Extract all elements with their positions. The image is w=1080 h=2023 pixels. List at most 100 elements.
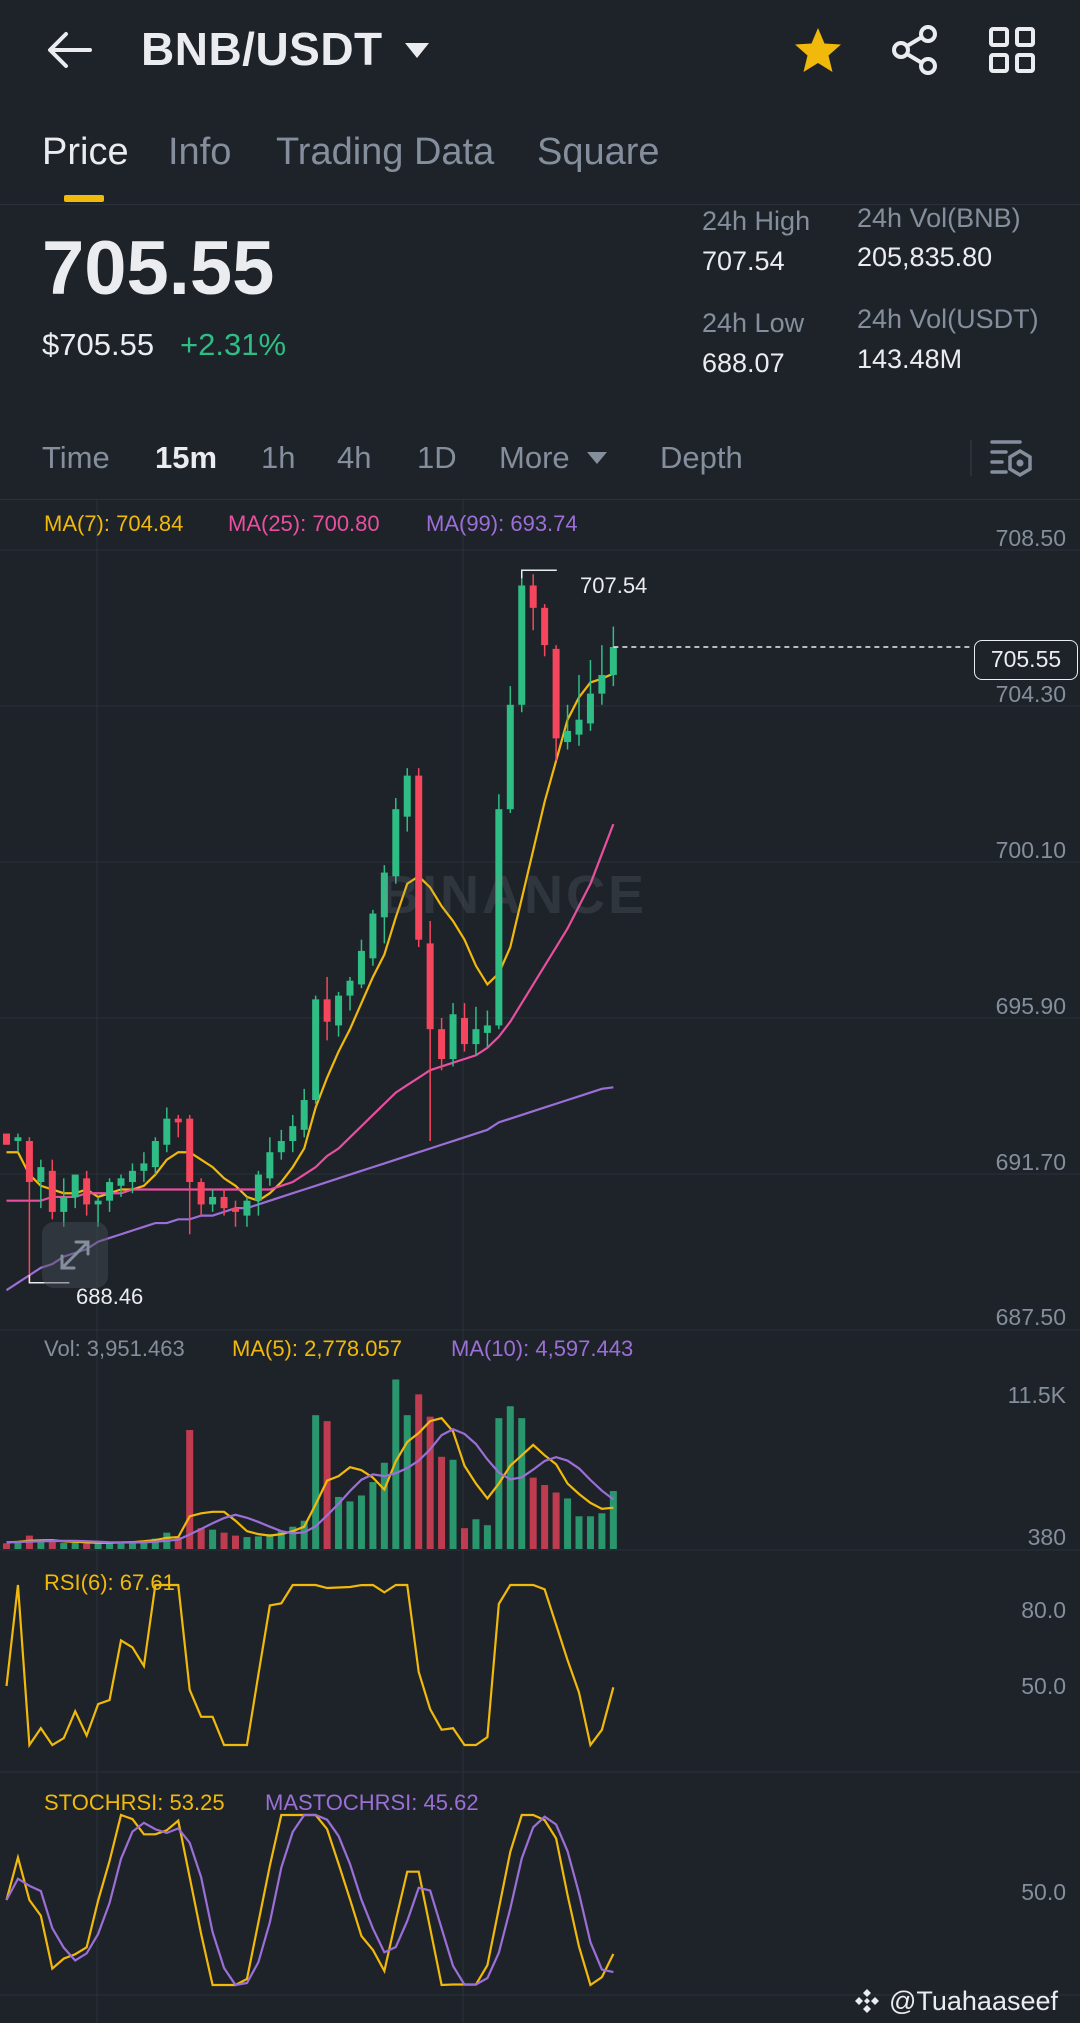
volume-bar bbox=[415, 1394, 423, 1549]
candle-body bbox=[232, 1208, 239, 1212]
high-marker-line bbox=[521, 569, 557, 579]
interval-4h[interactable]: 4h bbox=[337, 440, 372, 475]
price-axis-3: 695.90 bbox=[995, 993, 1066, 1019]
volume-bar bbox=[3, 1543, 10, 1549]
candle-body bbox=[506, 704, 514, 810]
star-icon[interactable] bbox=[792, 26, 844, 76]
price-change: +2.31% bbox=[180, 327, 287, 362]
candle-body bbox=[335, 995, 343, 1026]
candle-body bbox=[60, 1196, 68, 1212]
candle-body bbox=[552, 648, 560, 739]
candle-body bbox=[495, 809, 503, 1026]
volume-bar bbox=[529, 1477, 537, 1549]
volume-bar bbox=[37, 1541, 45, 1549]
grid-icon[interactable] bbox=[988, 26, 1036, 74]
back-arrow-icon[interactable] bbox=[46, 30, 92, 70]
candle-body bbox=[48, 1170, 56, 1212]
pair-title[interactable]: BNB/USDT bbox=[141, 23, 383, 75]
volume-bar bbox=[254, 1536, 262, 1549]
indicator-settings-icon[interactable] bbox=[990, 438, 1034, 478]
vol-quote-label: 24h Vol(USDT) bbox=[857, 304, 1039, 334]
top-bar: BNB/USDT bbox=[0, 0, 1080, 100]
candle-body bbox=[461, 1017, 468, 1045]
volume-bar bbox=[140, 1540, 148, 1549]
expand-icon bbox=[60, 1240, 90, 1270]
tab-bar: Price Info Trading Data Square bbox=[0, 125, 1080, 205]
volume-bar bbox=[209, 1529, 217, 1549]
volume-bar bbox=[449, 1459, 457, 1549]
candle-body bbox=[140, 1163, 148, 1171]
candle-body bbox=[163, 1118, 171, 1145]
low-label: 24h Low bbox=[702, 308, 805, 338]
more-caret-icon[interactable] bbox=[587, 452, 607, 465]
chart-marks bbox=[28, 569, 972, 1284]
interval-bar: Time 15m 1h 4h 1D More Depth bbox=[0, 430, 1080, 500]
volume-bar bbox=[483, 1525, 491, 1549]
candle-body bbox=[369, 913, 377, 959]
volume-bar bbox=[586, 1516, 594, 1549]
candle-body bbox=[71, 1174, 79, 1197]
candle-body bbox=[392, 809, 400, 877]
author-handle: @Tuahaaseef bbox=[888, 1986, 1058, 2016]
chart-grid bbox=[0, 500, 1080, 2023]
volume-bar bbox=[151, 1538, 159, 1549]
volume-bar bbox=[323, 1421, 331, 1549]
volume-bar bbox=[541, 1485, 549, 1549]
binance-watermark: BINANCE bbox=[380, 865, 648, 925]
volume-bar bbox=[232, 1535, 239, 1549]
candle-body bbox=[83, 1178, 91, 1205]
tab-price[interactable]: Price bbox=[42, 131, 129, 173]
candle-body bbox=[518, 585, 526, 705]
volume-ma10-label: MA(10): 4,597.443 bbox=[451, 1336, 634, 1361]
volume-bar bbox=[598, 1513, 606, 1549]
volume-bar bbox=[461, 1528, 468, 1549]
interval-more[interactable]: More bbox=[499, 440, 570, 475]
tab-info[interactable]: Info bbox=[168, 131, 232, 173]
vol-base-label: 24h Vol(BNB) bbox=[857, 203, 1021, 233]
candle-body bbox=[209, 1196, 217, 1205]
volume-bar bbox=[174, 1537, 182, 1549]
volume-bar bbox=[346, 1501, 354, 1549]
expand-chart-button[interactable] bbox=[42, 1222, 108, 1288]
vol-base-value: 205,835.80 bbox=[857, 242, 993, 272]
volume-bar bbox=[60, 1543, 68, 1549]
volume-bar bbox=[438, 1456, 446, 1549]
interval-1d[interactable]: 1D bbox=[417, 440, 457, 475]
volume-bar bbox=[197, 1528, 205, 1549]
interval-15m[interactable]: 15m bbox=[155, 440, 218, 475]
tab-trading-data[interactable]: Trading Data bbox=[276, 131, 495, 173]
mastochrsi-label: MASTOCHRSI: 45.62 bbox=[265, 1790, 479, 1815]
volume-bars bbox=[3, 1379, 617, 1549]
rsi-axis-50: 50.0 bbox=[1021, 1673, 1066, 1699]
candle-body bbox=[220, 1196, 228, 1209]
candle-body bbox=[151, 1141, 159, 1168]
candle-body bbox=[14, 1137, 22, 1142]
tab-square[interactable]: Square bbox=[537, 131, 660, 173]
candle-body bbox=[37, 1167, 45, 1183]
volume-bar bbox=[243, 1537, 251, 1549]
interval-1h[interactable]: 1h bbox=[261, 440, 296, 475]
volume-bar bbox=[369, 1482, 377, 1549]
candle-body bbox=[128, 1170, 136, 1183]
candle-body bbox=[3, 1133, 10, 1145]
volume-bar bbox=[220, 1532, 228, 1549]
ma-line-2 bbox=[5, 1086, 614, 1292]
candle-body bbox=[323, 999, 331, 1022]
volume-bar bbox=[506, 1406, 514, 1549]
share-icon[interactable] bbox=[890, 24, 940, 76]
caret-down-icon[interactable] bbox=[405, 43, 429, 59]
rsi-label: RSI(6): 67.61 bbox=[44, 1570, 175, 1595]
volume-bar bbox=[14, 1542, 22, 1549]
volume-bar bbox=[94, 1543, 102, 1549]
volume-bar bbox=[289, 1526, 297, 1549]
volume-bar bbox=[128, 1541, 136, 1549]
volume-bar bbox=[357, 1495, 365, 1549]
interval-time[interactable]: Time bbox=[42, 440, 110, 475]
ma7-label: MA(7): 704.84 bbox=[44, 511, 184, 536]
stochrsi-axis-50: 50.0 bbox=[1021, 1879, 1066, 1905]
interval-depth[interactable]: Depth bbox=[660, 440, 743, 475]
volume-bar bbox=[48, 1541, 56, 1549]
candle-body bbox=[403, 775, 411, 817]
volume-bar bbox=[277, 1531, 285, 1549]
